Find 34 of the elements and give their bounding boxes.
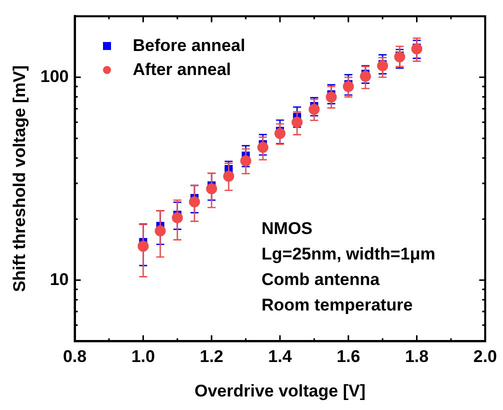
annotation: Comb antenna (262, 270, 380, 289)
point (292, 116, 303, 128)
x-axis-title: Overdrive voltage [V] (194, 381, 366, 400)
x-tick-label: 1.0 (131, 347, 155, 366)
point (360, 70, 371, 82)
y-tick-label: 100 (40, 66, 69, 86)
annotation: Room temperature (262, 295, 413, 314)
point (206, 183, 218, 194)
point (342, 80, 354, 92)
point (188, 196, 200, 208)
annotation: Lg=25nm, width=1μm (262, 244, 436, 264)
legend-label: After anneal (132, 60, 231, 80)
x-tick-label: 2.0 (473, 347, 498, 366)
point (411, 43, 422, 54)
y-tick-label: 10 (50, 270, 69, 289)
point (240, 155, 252, 166)
point (274, 128, 286, 140)
x-tick-label: 1.8 (404, 347, 429, 366)
x-tick-label: 1.4 (268, 347, 292, 366)
point (377, 60, 388, 72)
point (326, 92, 337, 103)
point (138, 240, 149, 252)
point (223, 170, 234, 182)
point (172, 212, 183, 224)
legend-label: Before anneal (132, 36, 246, 56)
x-tick-label: 0.8 (62, 347, 87, 366)
x-tick-label: 1.2 (200, 347, 224, 366)
annotation: NMOS (262, 218, 313, 238)
point (308, 104, 320, 115)
point (394, 51, 406, 62)
point (257, 142, 268, 153)
point (154, 225, 166, 236)
y-axis-title: Shift threshold voltage [mV] (10, 65, 29, 292)
x-tick-label: 1.6 (336, 347, 360, 366)
